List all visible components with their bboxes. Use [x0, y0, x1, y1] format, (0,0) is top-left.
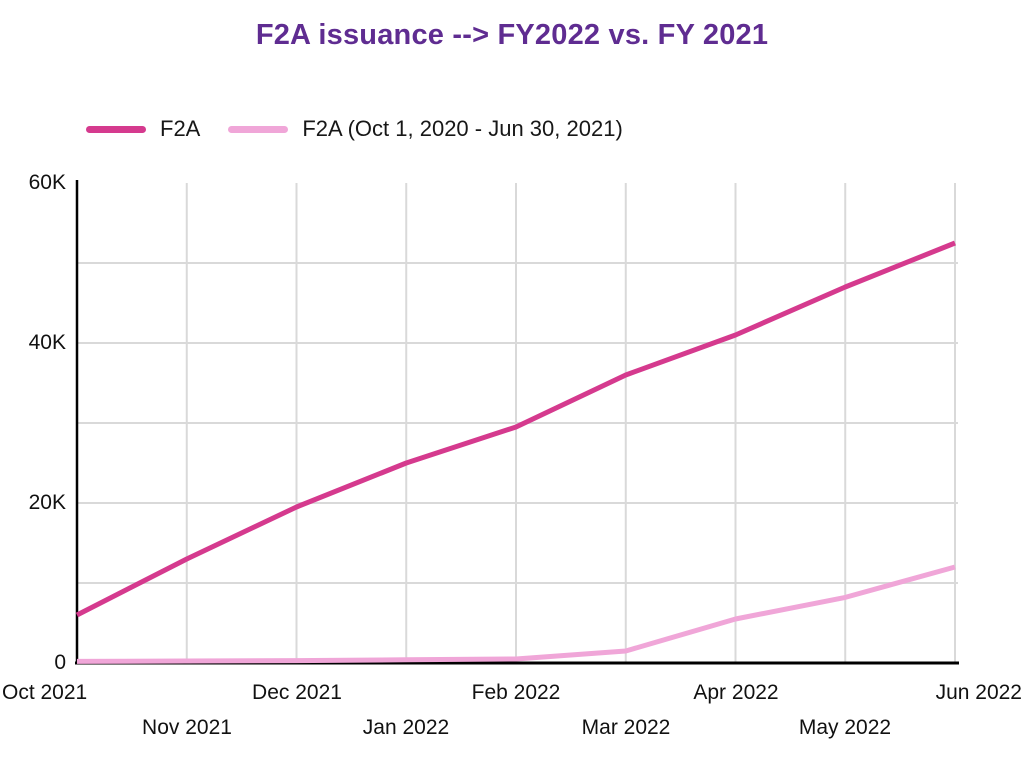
legend-swatch-f2a-prior-year-icon — [228, 125, 289, 133]
x-axis-tick-label: Dec 2021 — [252, 681, 342, 704]
y-axis-tick-label: 60K — [28, 171, 66, 194]
series-line-1 — [76, 564, 956, 664]
x-axis-tick-label: Mar 2022 — [581, 716, 671, 739]
legend-label-f2a-prior-year: F2A (Oct 1, 2020 - Jun 30, 2021) — [302, 116, 623, 141]
y-axis-tick-label: 0 — [54, 651, 66, 674]
x-axis-tick-label: Nov 2021 — [142, 716, 232, 739]
legend-item-f2a: F2A — [86, 116, 200, 142]
y-axis-tick-label: 40K — [28, 331, 66, 354]
x-axis-tick-label: Feb 2022 — [471, 681, 561, 704]
x-axis-tick-label: Jan 2022 — [362, 716, 450, 739]
x-axis-tick-label: Oct 2021 — [2, 681, 88, 704]
x-axis-tick-label: Apr 2022 — [693, 681, 779, 704]
x-axis-tick-label: May 2022 — [798, 716, 892, 739]
legend-item-f2a-prior-year: F2A (Oct 1, 2020 - Jun 30, 2021) — [228, 116, 623, 142]
y-axis-tick-label: 20K — [28, 491, 66, 514]
chart-title: F2A issuance --> FY2022 vs. FY 2021 — [255, 19, 769, 51]
series-line-0 — [75, 240, 956, 618]
chart-legend: F2A F2A (Oct 1, 2020 - Jun 30, 2021) — [86, 116, 623, 142]
legend-label-f2a: F2A — [160, 116, 201, 141]
legend-swatch-f2a-icon — [86, 125, 146, 133]
x-axis-tick-label: Jun 2022 — [935, 681, 1022, 704]
